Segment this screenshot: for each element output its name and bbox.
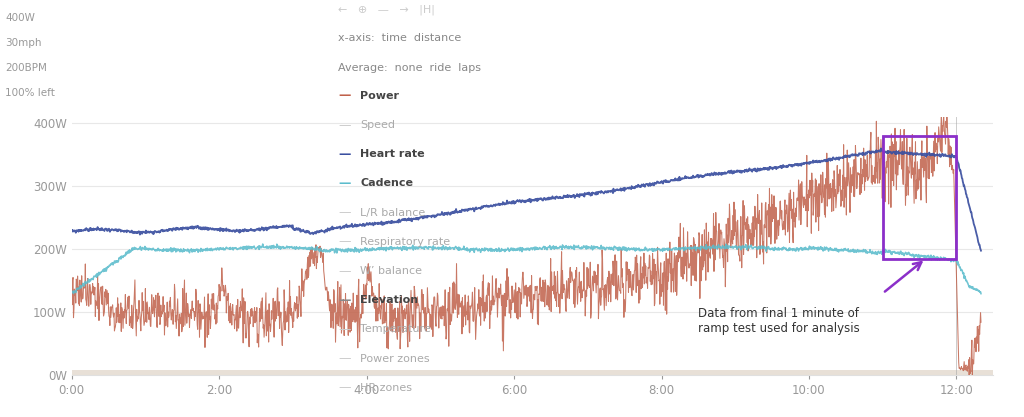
Text: L/R balance: L/R balance bbox=[360, 208, 426, 218]
Text: —: — bbox=[338, 206, 350, 219]
Text: 200BPM: 200BPM bbox=[5, 63, 47, 73]
Text: —: — bbox=[338, 264, 350, 278]
Bar bbox=[72, 370, 993, 375]
Text: —: — bbox=[338, 235, 350, 249]
Text: —: — bbox=[338, 89, 350, 103]
Text: Speed: Speed bbox=[360, 120, 395, 130]
Text: —: — bbox=[338, 294, 350, 307]
Text: —: — bbox=[338, 381, 350, 394]
Text: —: — bbox=[338, 352, 350, 365]
Text: —: — bbox=[338, 148, 350, 161]
Text: Elevation: Elevation bbox=[360, 295, 419, 305]
Text: Power zones: Power zones bbox=[360, 354, 430, 364]
Text: 100% left: 100% left bbox=[5, 88, 55, 98]
Text: —: — bbox=[338, 118, 350, 132]
Text: Data from final 1 minute of
ramp test used for analysis: Data from final 1 minute of ramp test us… bbox=[698, 307, 860, 335]
Text: —: — bbox=[338, 323, 350, 336]
Text: Respiratory rate: Respiratory rate bbox=[360, 237, 451, 247]
Text: Average:  none  ride  laps: Average: none ride laps bbox=[338, 63, 481, 73]
Text: W’ balance: W’ balance bbox=[360, 266, 423, 276]
Text: —: — bbox=[338, 177, 350, 190]
Text: Temperature: Temperature bbox=[360, 324, 431, 334]
Text: HR zones: HR zones bbox=[360, 383, 413, 393]
Text: Power: Power bbox=[360, 91, 399, 101]
Bar bbox=[883, 136, 956, 259]
Text: Heart rate: Heart rate bbox=[360, 149, 425, 159]
Text: 400W: 400W bbox=[5, 13, 35, 23]
Text: Cadence: Cadence bbox=[360, 178, 414, 188]
Text: 30mph: 30mph bbox=[5, 38, 42, 48]
Text: ←   ⊕   —   →   |Н|: ← ⊕ — → |Н| bbox=[338, 4, 435, 15]
Text: x-axis:  time  distance: x-axis: time distance bbox=[338, 33, 461, 43]
